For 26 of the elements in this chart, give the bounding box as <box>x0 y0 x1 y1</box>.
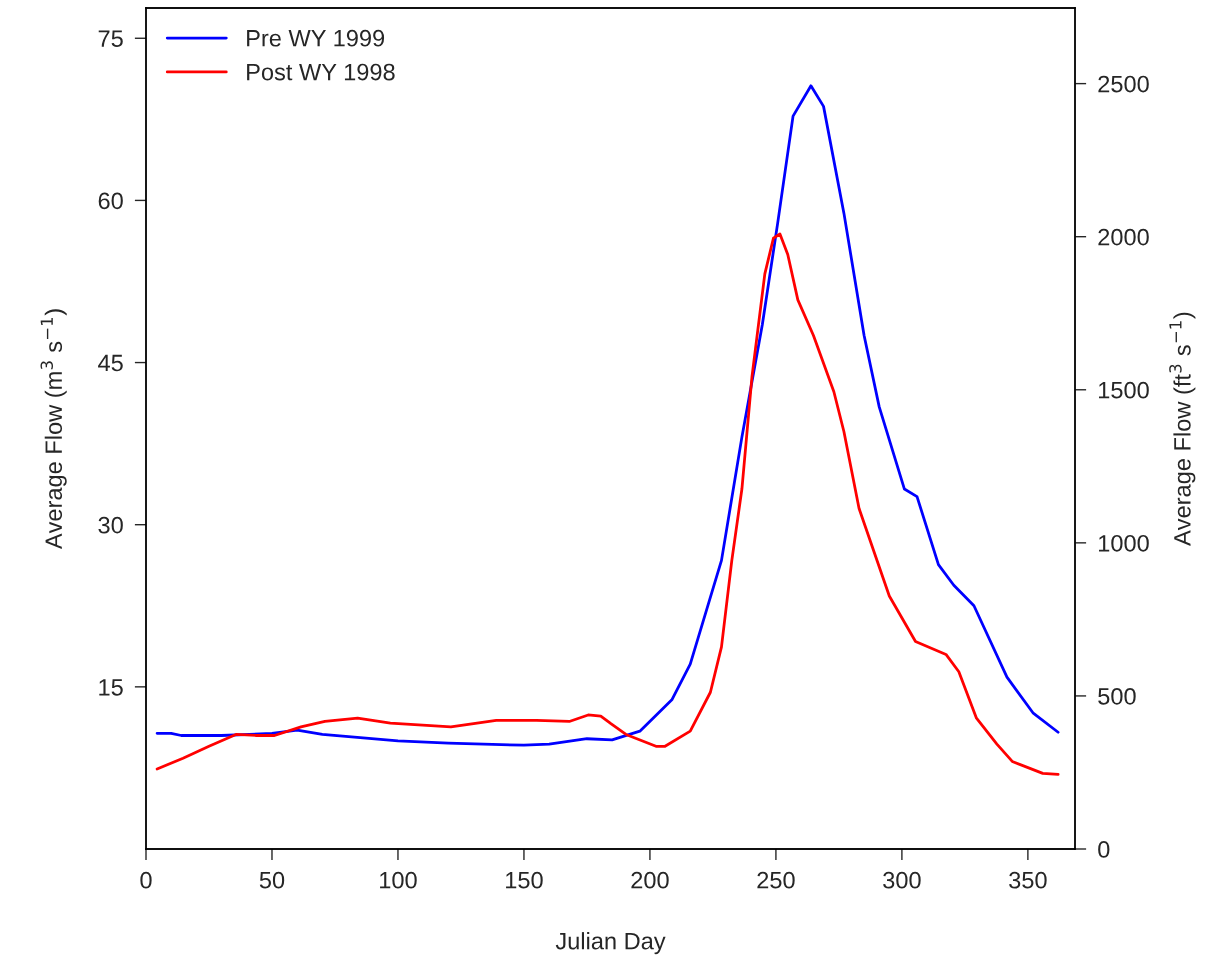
x-tick-label: 50 <box>259 871 285 889</box>
x-tick-label: 350 <box>1009 871 1047 889</box>
x-tick-label: 300 <box>883 871 921 889</box>
y2-tick-label: 2500 <box>1098 75 1149 93</box>
y-axis-title: Average Flow (m$^{3}$ s$^{−1}$) <box>40 309 67 550</box>
y-tick-label: 60 <box>98 192 123 210</box>
y-tick-label: 30 <box>98 516 123 534</box>
line-series <box>155 84 1060 747</box>
x-tick-label: 200 <box>631 871 669 889</box>
x-tick-label: 250 <box>757 871 795 889</box>
x-axis-title: Julian Day <box>555 932 666 955</box>
y2-tick-label: 0 <box>1098 841 1110 858</box>
y2-tick-label: 1500 <box>1099 381 1149 399</box>
legend-label: Pre WY 1999 <box>247 29 385 47</box>
x-tick-label: 150 <box>506 871 543 889</box>
x-tick-label: 100 <box>380 871 417 889</box>
y2-axis-title: Average Flow (ft$^{3}$ s$^{−1}$) <box>1169 312 1196 546</box>
legend-label: Post WY 1998 <box>247 63 395 81</box>
x-tick-label: 0 <box>140 871 152 889</box>
y2-tick-label: 1000 <box>1099 534 1149 552</box>
y2-tick-label: 2000 <box>1098 228 1149 246</box>
line-series <box>155 232 1060 776</box>
y-tick-label: 45 <box>98 354 123 372</box>
y-tick-label: 15 <box>99 679 123 696</box>
y2-tick-label: 500 <box>1098 687 1136 705</box>
y-tick-label: 75 <box>98 30 123 48</box>
